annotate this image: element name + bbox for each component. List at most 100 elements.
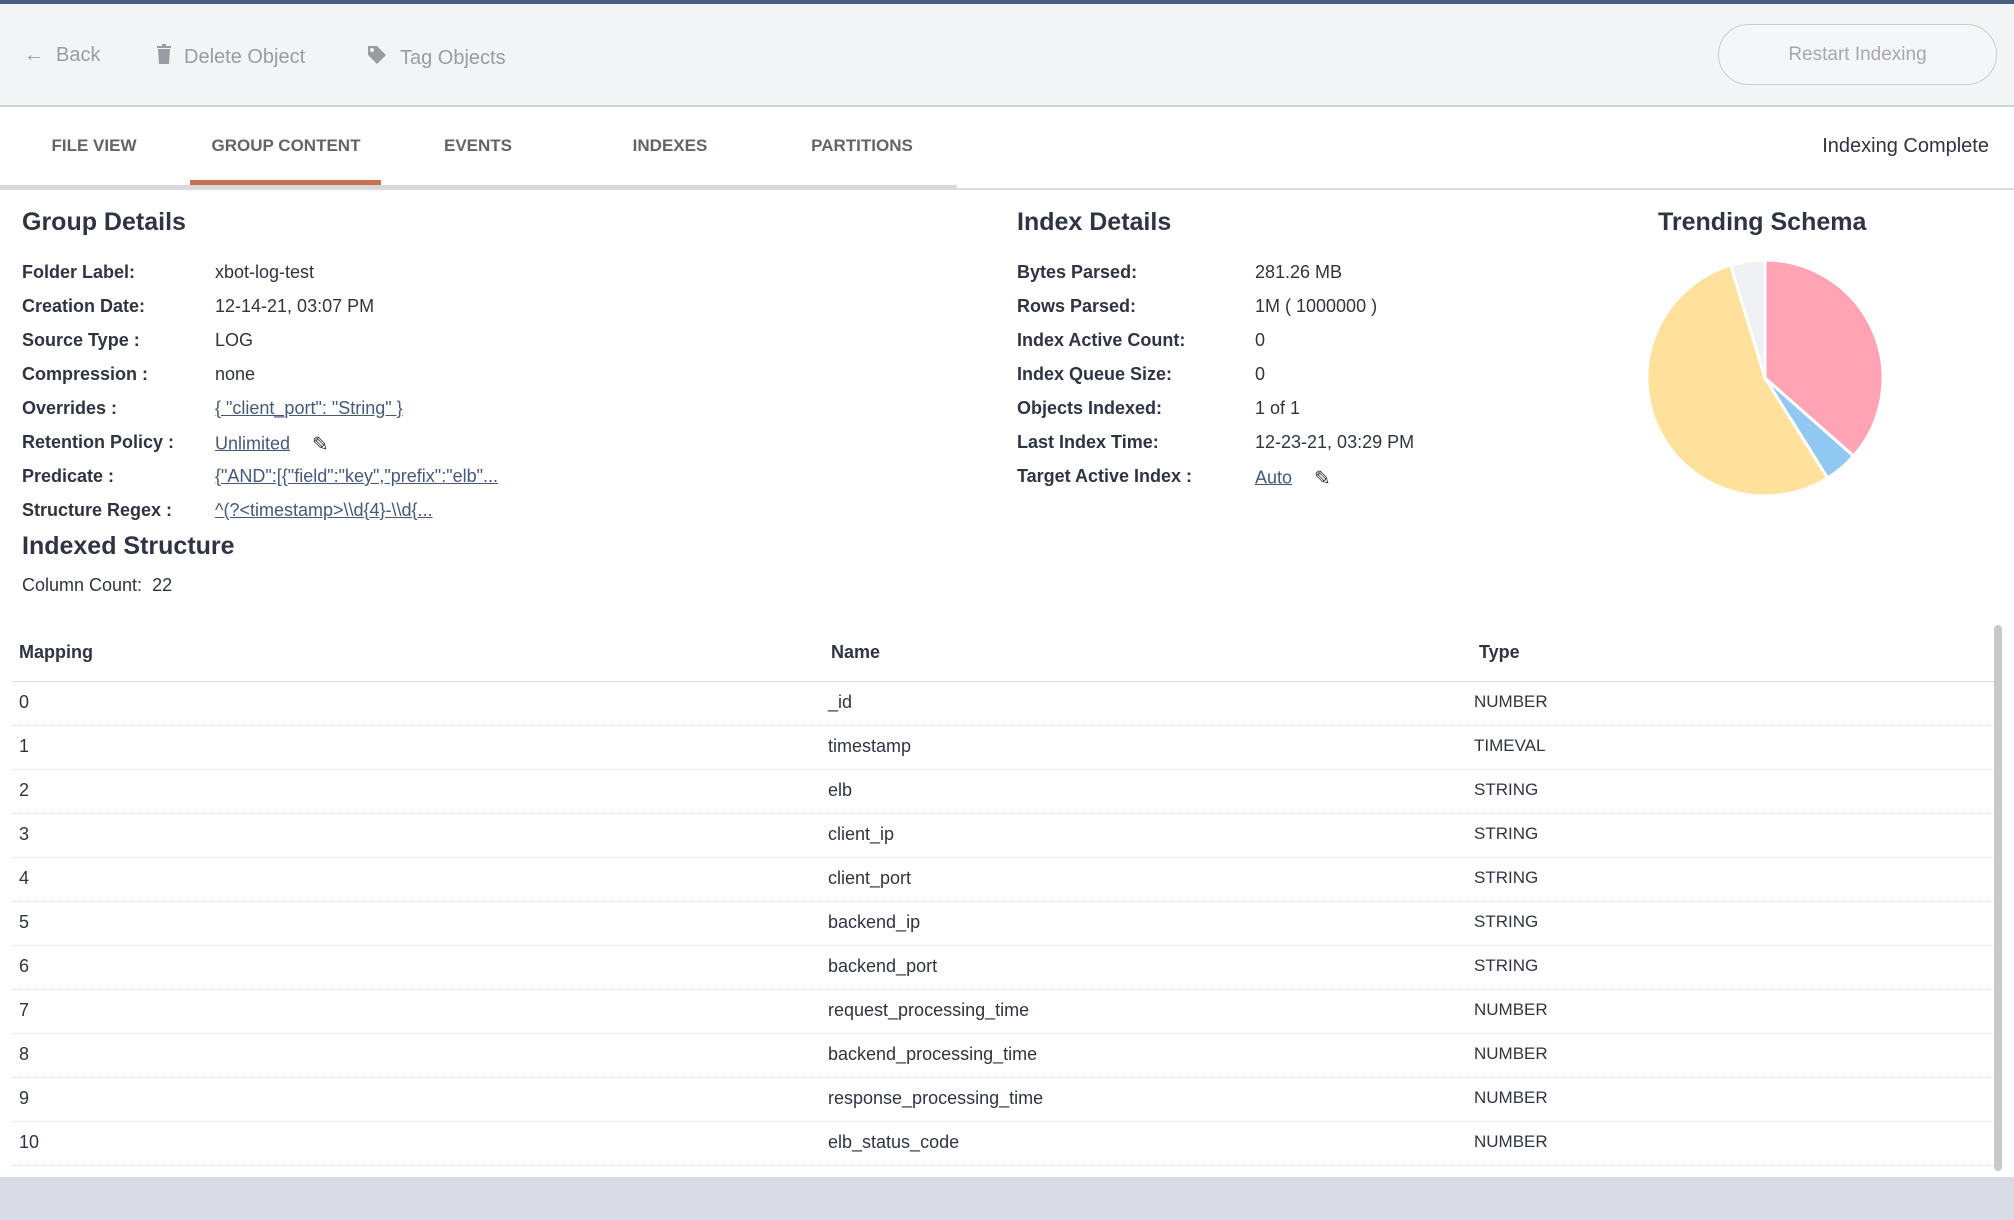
- cell-mapping: 4: [19, 868, 30, 888]
- detail-text: 0: [1255, 330, 1266, 350]
- header-type[interactable]: Type: [1479, 642, 1520, 662]
- cell-type: NUMBER: [1474, 1132, 1548, 1151]
- column-count: Column Count: 22: [22, 575, 173, 595]
- cell-type: STRING: [1474, 824, 1539, 843]
- detail-value[interactable]: ^(?<timestamp>\\d{4}-\\d{...: [215, 500, 433, 521]
- cell-mapping: 0: [19, 692, 30, 712]
- toolbar: ← Back Delete Object Tag Objects Restart …: [0, 4, 2014, 107]
- cell-name: request_processing_time: [828, 1000, 1030, 1020]
- cell-name: backend_port: [828, 956, 938, 976]
- trending-schema-pie-chart: [1645, 258, 1885, 498]
- pie-slice-2[interactable]: [1645, 263, 1830, 498]
- cell-type: STRING: [1474, 912, 1539, 931]
- detail-link[interactable]: { "client_port": "String" }: [215, 398, 403, 418]
- detail-value[interactable]: Auto ✎: [1255, 466, 1331, 491]
- index-details-title: Index Details: [1017, 208, 1172, 236]
- detail-label: Source Type :: [22, 330, 140, 350]
- table-row[interactable]: 4 client_port STRING: [12, 858, 1994, 902]
- cell-name: client_ip: [828, 824, 895, 844]
- cell-type: NUMBER: [1474, 1088, 1548, 1107]
- cell-name: backend_ip: [828, 912, 921, 932]
- tab-partitions[interactable]: PARTITIONS: [811, 136, 913, 155]
- tab-group-content[interactable]: GROUP CONTENT: [211, 136, 361, 155]
- table-row[interactable]: 10 elb_status_code NUMBER: [12, 1122, 1994, 1166]
- bottom-panel: [0, 1177, 2014, 1220]
- pie-slice-0[interactable]: [1763, 258, 1885, 459]
- group-details-title: Group Details: [22, 208, 186, 236]
- detail-link[interactable]: ^(?<timestamp>\\d{4}-\\d{...: [215, 500, 433, 520]
- table-row[interactable]: 6 backend_port STRING: [12, 946, 1994, 990]
- trending-schema-title: Trending Schema: [1658, 208, 1867, 236]
- arrow-left-icon: ←: [24, 44, 44, 66]
- cell-name: timestamp: [828, 736, 912, 756]
- cell-mapping: 1: [19, 736, 30, 756]
- detail-value[interactable]: { "client_port": "String" }: [215, 398, 403, 419]
- tag-objects-button[interactable]: Tag Objects: [366, 44, 506, 72]
- cell-name: response_processing_time: [828, 1088, 1044, 1108]
- tab-indexes[interactable]: INDEXES: [632, 136, 708, 155]
- pie-slice-3[interactable]: [1728, 258, 1767, 379]
- cell-mapping: 3: [19, 824, 30, 844]
- detail-label: Index Queue Size:: [1017, 364, 1173, 384]
- divider: [0, 188, 2014, 190]
- detail-label: Bytes Parsed:: [1017, 262, 1138, 282]
- detail-value[interactable]: Unlimited ✎: [215, 432, 329, 457]
- header-divider: [12, 681, 1994, 682]
- detail-text: 0: [1255, 364, 1266, 384]
- detail-text: 12-14-21, 03:07 PM: [215, 296, 375, 316]
- detail-value[interactable]: {"AND":[{"field":"key","prefix":"elb"...: [215, 466, 498, 487]
- back-button[interactable]: ← Back: [24, 44, 101, 66]
- cell-type: TIMEVAL: [1474, 736, 1546, 755]
- pencil-edit-icon[interactable]: ✎: [312, 434, 329, 456]
- detail-text: none: [215, 364, 256, 384]
- detail-link[interactable]: Unlimited: [215, 433, 291, 454]
- cell-mapping: 8: [19, 1044, 30, 1064]
- table-row[interactable]: 1 timestamp TIMEVAL: [12, 726, 1994, 770]
- active-tab-indicator: [190, 180, 381, 185]
- detail-link[interactable]: {"AND":[{"field":"key","prefix":"elb"...: [215, 466, 498, 486]
- cell-name: backend_processing_time: [828, 1044, 1038, 1064]
- header-mapping[interactable]: Mapping: [19, 642, 93, 662]
- table-row[interactable]: 7 request_processing_time NUMBER: [12, 990, 1994, 1034]
- detail-value: 0: [1255, 364, 1265, 385]
- detail-label: Predicate :: [22, 466, 115, 486]
- detail-label: Index Active Count:: [1017, 330, 1186, 350]
- detail-text: 12-23-21, 03:29 PM: [1255, 432, 1415, 452]
- table-row[interactable]: 5 backend_ip STRING: [12, 902, 1994, 946]
- pencil-edit-icon[interactable]: ✎: [1314, 468, 1331, 490]
- cell-mapping: 6: [19, 956, 30, 976]
- scrollbar[interactable]: [1994, 625, 2002, 1171]
- detail-label: Retention Policy :: [22, 432, 175, 452]
- detail-value: none: [215, 364, 255, 385]
- delete-object-button[interactable]: Delete Object: [156, 44, 305, 70]
- detail-value: 0: [1255, 330, 1265, 351]
- detail-value: 12-14-21, 03:07 PM: [215, 296, 374, 317]
- detail-label: Structure Regex :: [22, 500, 173, 520]
- detail-text: 281.26 MB: [1255, 262, 1343, 282]
- table-row[interactable]: 8 backend_processing_time NUMBER: [12, 1034, 1994, 1078]
- cell-mapping: 5: [19, 912, 30, 932]
- tab-file-view[interactable]: FILE VIEW: [51, 136, 137, 155]
- detail-label: Last Index Time:: [1017, 432, 1159, 452]
- cell-name: elb: [828, 780, 853, 800]
- detail-label: Target Active Index :: [1017, 466, 1193, 486]
- cell-name: _id: [828, 692, 853, 712]
- tab-events[interactable]: EVENTS: [443, 136, 513, 155]
- cell-name: elb_status_code: [828, 1132, 960, 1152]
- detail-text: xbot-log-test: [215, 262, 315, 282]
- table-row[interactable]: 9 response_processing_time NUMBER: [12, 1078, 1994, 1122]
- cell-mapping: 10: [19, 1132, 40, 1152]
- detail-text: 1M ( 1000000 ): [1255, 296, 1378, 316]
- detail-link[interactable]: Auto: [1255, 467, 1293, 488]
- detail-value: xbot-log-test: [215, 262, 314, 283]
- table-row[interactable]: 2 elb STRING: [12, 770, 1994, 814]
- detail-value: 1 of 1: [1255, 398, 1300, 419]
- detail-label: Compression :: [22, 364, 149, 384]
- top-accent-bar: [0, 0, 2014, 4]
- header-name[interactable]: Name: [831, 642, 881, 662]
- table-row[interactable]: 3 client_ip STRING: [12, 814, 1994, 858]
- table-row[interactable]: 0 _id NUMBER: [12, 682, 1994, 726]
- detail-text: LOG: [215, 330, 254, 350]
- cell-type: NUMBER: [1474, 1000, 1548, 1019]
- restart-indexing-button[interactable]: Restart Indexing: [1718, 24, 1997, 85]
